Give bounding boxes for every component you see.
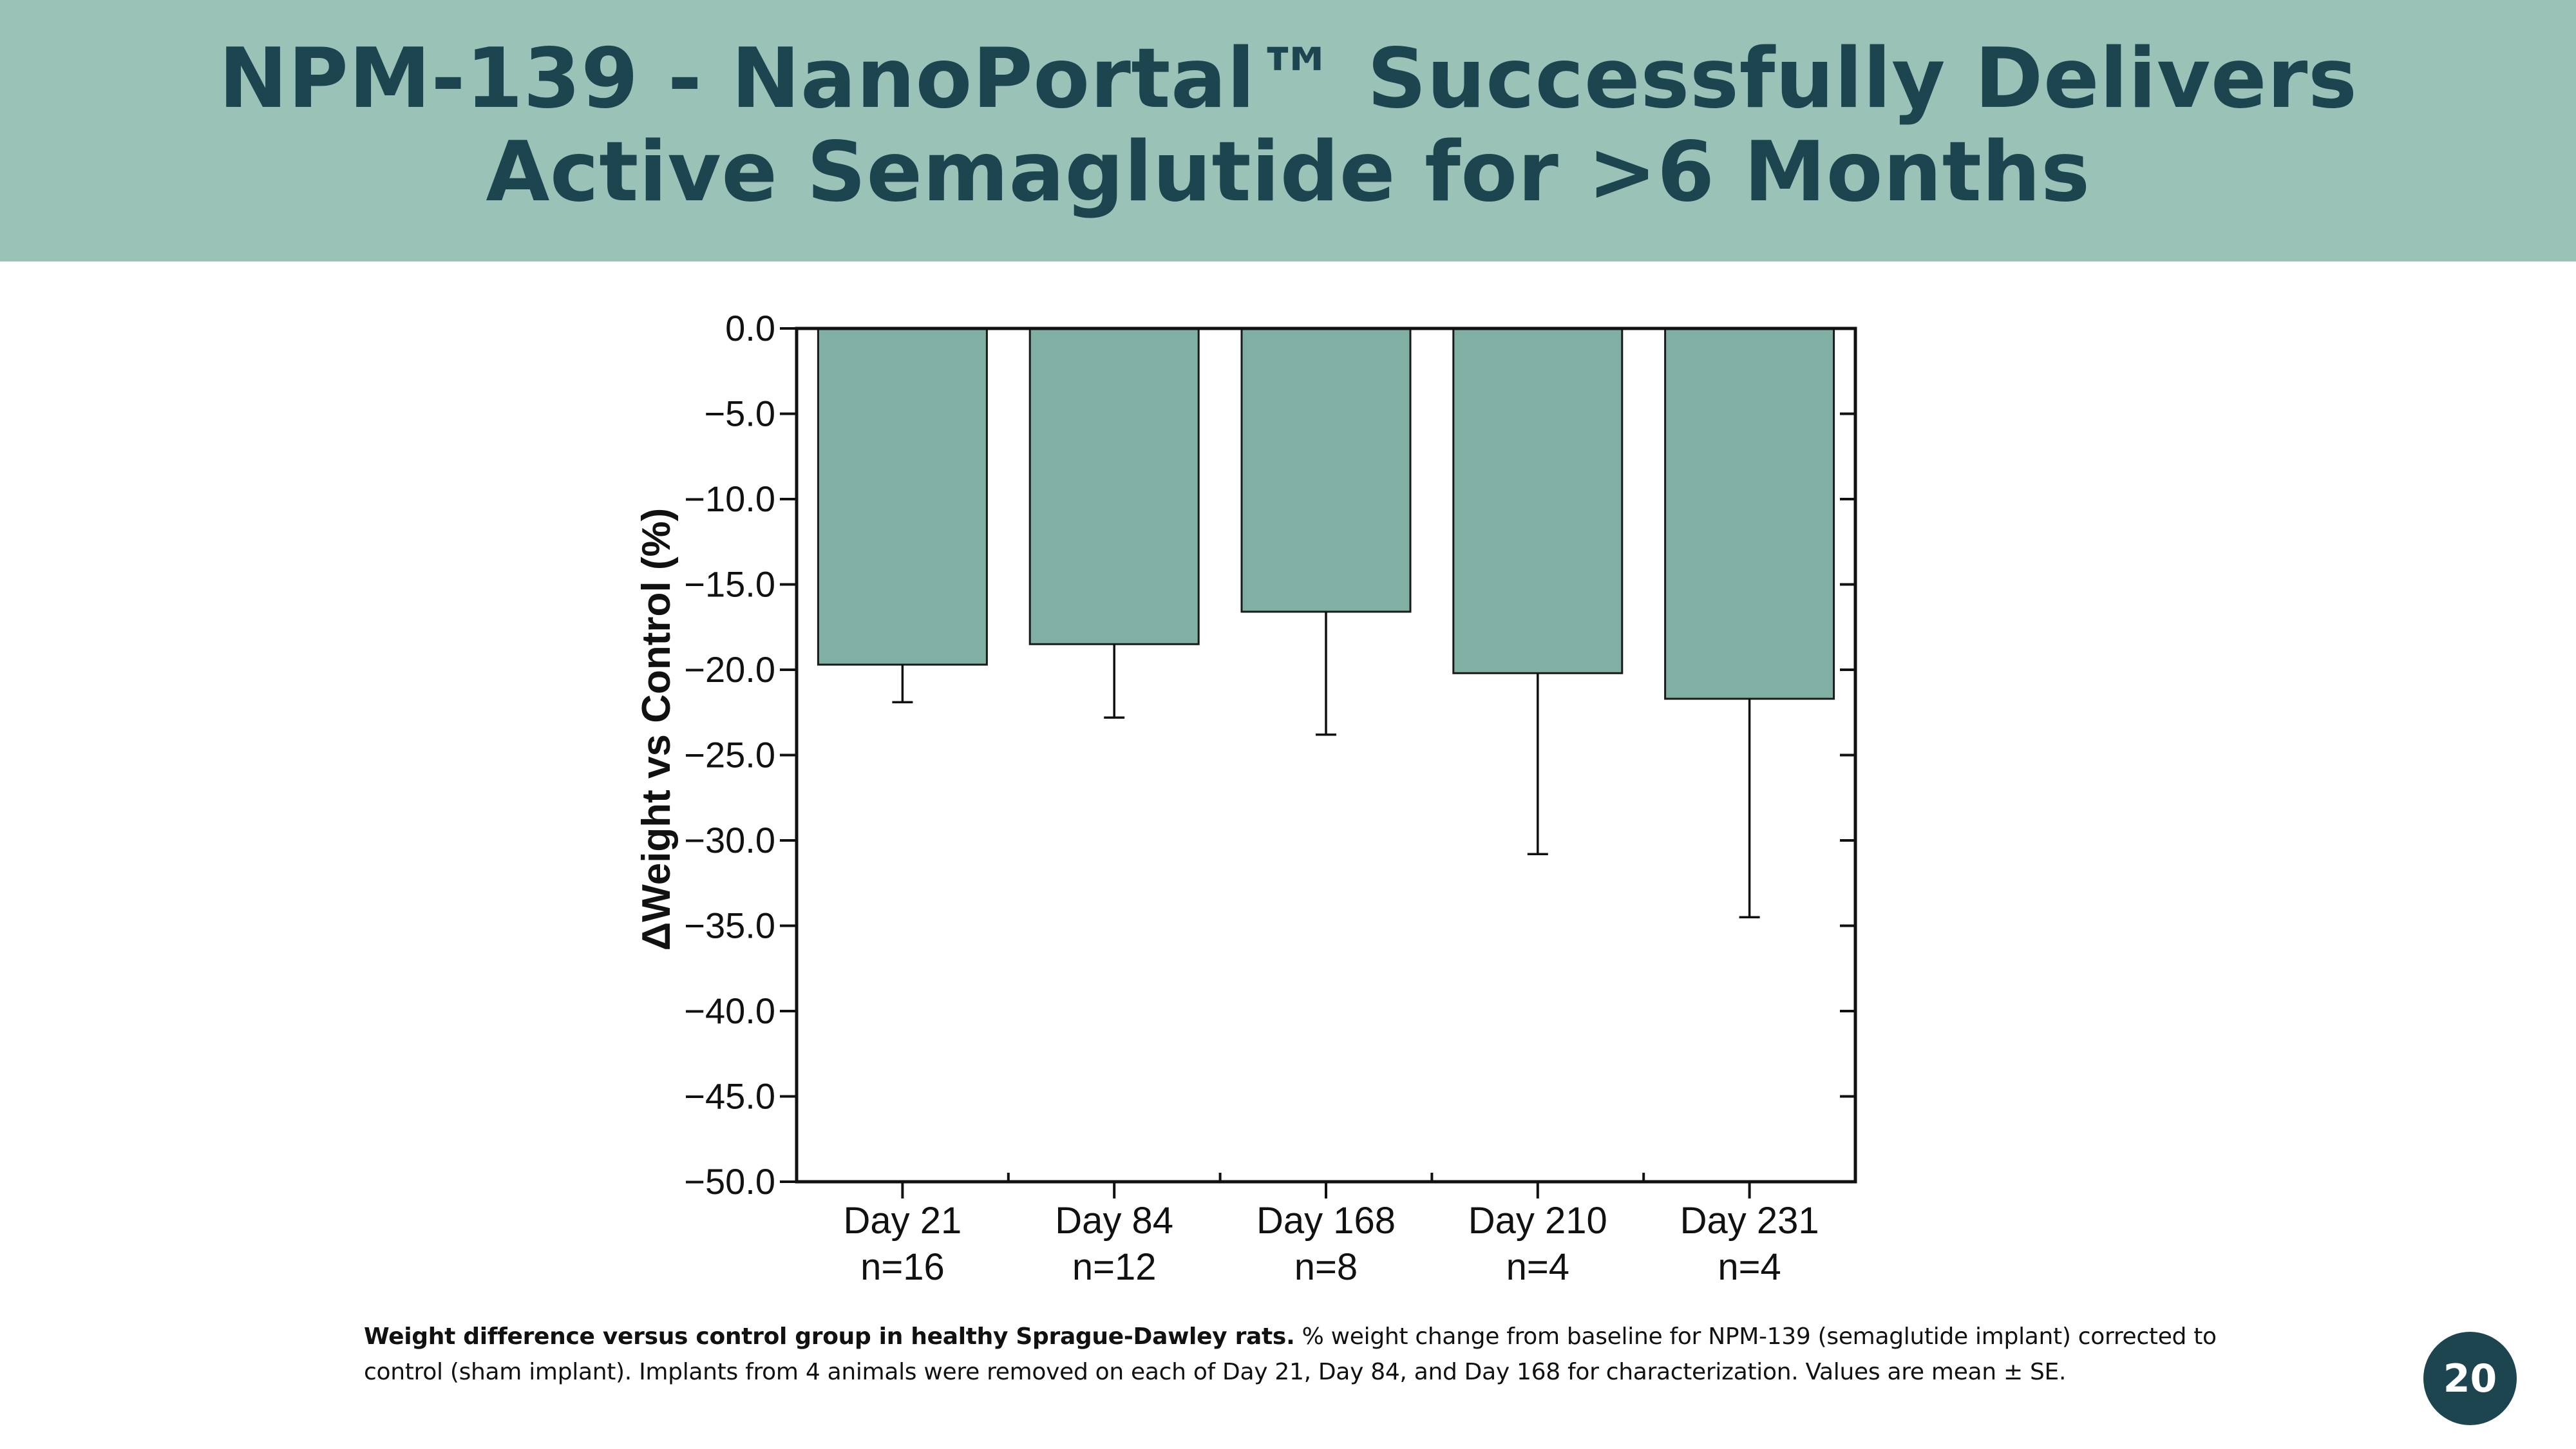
slide-title: NPM-139 - NanoPortal™ Successfully Deliv…	[0, 32, 2576, 219]
y-tick-label-6: −30.0	[684, 820, 775, 860]
y-tick-label-10: −50.0	[684, 1161, 775, 1202]
y-tick-label-8: −40.0	[684, 990, 775, 1031]
sample-size-label-1: n=16	[860, 1246, 945, 1288]
bar-1	[817, 327, 988, 666]
title-banner	[0, 0, 2576, 261]
slide-title-line-1: NPM-139 - NanoPortal™ Successfully Deliv…	[218, 31, 2358, 127]
y-tick-label-0: 0.0	[725, 308, 775, 348]
bar-4	[1452, 327, 1624, 674]
x-tick-label-3: Day 168	[1256, 1200, 1396, 1242]
x-tick-label-2: Day 84	[1055, 1200, 1173, 1242]
x-tick-label-1: Day 21	[844, 1200, 962, 1242]
sample-size-label-4: n=4	[1506, 1246, 1569, 1288]
y-tick-label-1: −5.0	[704, 393, 775, 434]
bar-2	[1028, 327, 1200, 645]
y-tick-label-9: −45.0	[684, 1076, 775, 1117]
y-tick-label-7: −35.0	[684, 905, 775, 946]
figure-caption: Weight difference versus control group i…	[364, 1319, 2296, 1390]
slide-title-line-2: Active Semaglutide for >6 Months	[486, 124, 2090, 220]
sample-size-label-2: n=12	[1072, 1246, 1157, 1288]
y-tick-label-4: −20.0	[684, 649, 775, 690]
bar-chart: 0.0 −5.0 −10.0 −15.0 −20.0 −25.0 −30.0 −35.0 −40…	[634, 308, 1857, 1288]
bar-3	[1240, 327, 1412, 613]
sample-size-label-3: n=8	[1294, 1246, 1358, 1288]
bar-5	[1664, 327, 1835, 700]
caption-text: % weight change from baseline for NPM-13…	[364, 1323, 2217, 1385]
y-tick-label-5: −25.0	[684, 735, 775, 775]
sample-size-label-5: n=4	[1718, 1246, 1781, 1288]
x-tick-label-5: Day 231	[1680, 1200, 1819, 1242]
page-number-badge: 20	[2423, 1332, 2517, 1425]
x-tick-label-4: Day 210	[1468, 1200, 1607, 1242]
y-tick-label-3: −15.0	[684, 564, 775, 605]
y-axis-label: ΔWeight vs Control (%)	[634, 508, 679, 951]
caption-bold: Weight difference versus control group i…	[364, 1323, 1295, 1350]
y-tick-label-2: −10.0	[684, 478, 775, 519]
